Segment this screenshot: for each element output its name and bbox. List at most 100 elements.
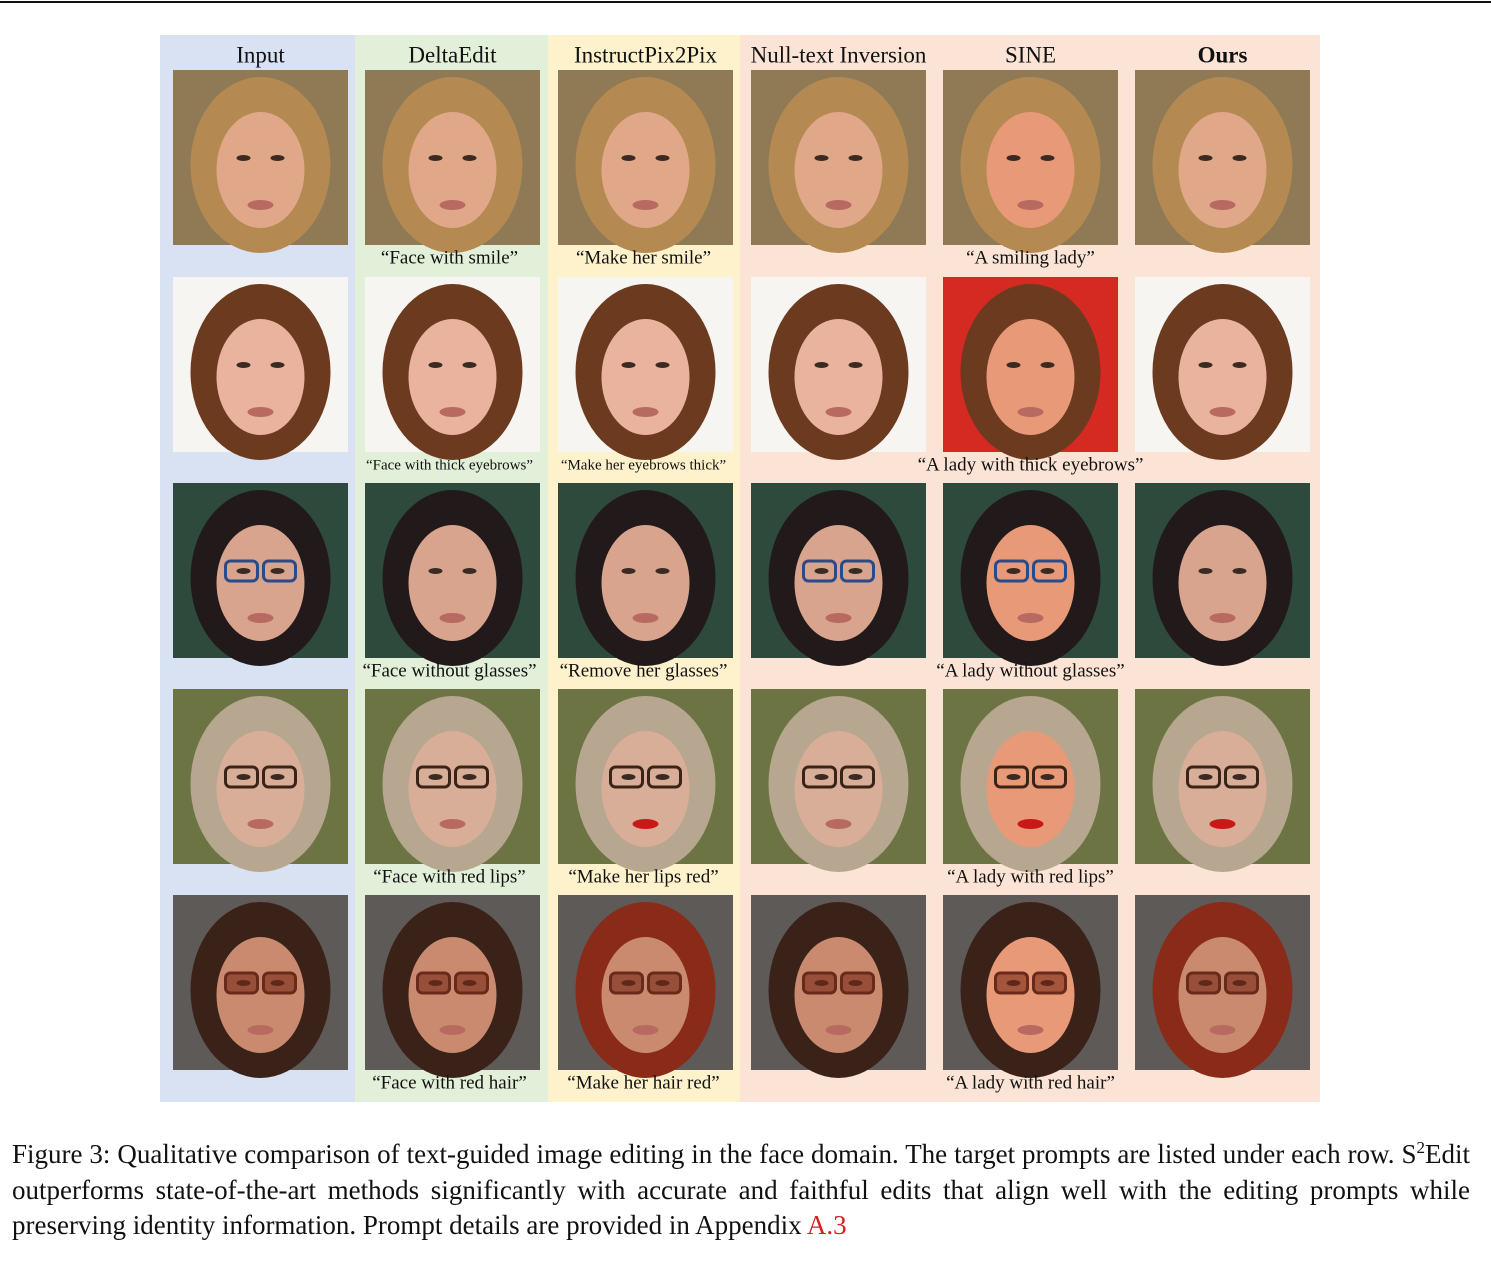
eye [1006,155,1021,161]
prompt: “Make her eyebrows thick” [561,457,726,473]
glasses [647,971,682,995]
face [216,937,305,1053]
eye [270,155,285,161]
prompt: “A lady with red hair” [946,1072,1115,1093]
face [794,112,883,228]
eye [1198,362,1213,368]
caption-intro: Figure 3: Qualitative comparison of text… [12,1139,1395,1169]
lips [825,613,852,623]
eye [428,155,443,161]
glasses [994,559,1029,583]
face [408,319,497,435]
glasses [1224,971,1259,995]
face [408,525,497,641]
eye [1232,155,1247,161]
prompt: “Make her lips red” [568,866,718,887]
face [794,525,883,641]
lips [825,819,852,829]
glasses [609,971,644,995]
lips [439,407,466,417]
lips [439,1025,466,1035]
glasses [609,765,644,789]
eye [462,568,477,574]
face [216,525,305,641]
lips [632,613,659,623]
column-header: Input [236,42,285,67]
eye [621,155,636,161]
prompt: “Make her hair red” [567,1072,719,1093]
lips [247,1025,274,1035]
eye [428,362,443,368]
lips [632,200,659,210]
face [216,319,305,435]
eye [270,774,285,780]
eye [814,362,829,368]
prompt: “A lady with thick eyebrows” [918,454,1144,475]
face [601,525,690,641]
method-superscript: 2 [1416,1138,1426,1157]
lips [1017,1025,1044,1035]
glasses [1032,559,1067,583]
face [986,319,1075,435]
glasses [802,765,837,789]
glasses [454,971,489,995]
glasses [416,971,451,995]
eye [236,362,251,368]
glasses [994,971,1029,995]
glasses [454,765,489,789]
eye [655,568,670,574]
lips [247,613,274,623]
eye [655,774,670,780]
glasses [224,971,259,995]
method-name: S [1401,1139,1417,1169]
prompt: “A lady with red lips” [947,866,1114,887]
face [794,319,883,435]
face [1178,937,1267,1053]
glasses [647,765,682,789]
prompt: “Face with smile” [381,247,518,268]
eye [270,568,285,574]
face [794,937,883,1053]
glasses [262,765,297,789]
lips [825,1025,852,1035]
column-header: DeltaEdit [408,42,497,67]
glasses [840,765,875,789]
eye [236,155,251,161]
glasses [802,971,837,995]
lips [825,407,852,417]
eye [1198,774,1213,780]
glasses [224,559,259,583]
face [1178,525,1267,641]
face [1178,319,1267,435]
eye [1198,155,1213,161]
column-header: SINE [1005,42,1056,67]
glasses [224,765,259,789]
eye [428,774,443,780]
face [986,731,1075,847]
eye [814,568,829,574]
glasses [1032,971,1067,995]
appendix-ref[interactable]: A.3 [806,1210,847,1240]
eye [1232,362,1247,368]
prompt: “A lady without glasses” [936,660,1124,681]
face [601,937,690,1053]
column-header: InstructPix2Pix [574,42,718,67]
lips [1209,613,1236,623]
glasses [840,971,875,995]
eye [1198,568,1213,574]
lips [1209,407,1236,417]
face [408,937,497,1053]
lips [247,200,274,210]
eye [462,362,477,368]
figure: Input DeltaEdit InstructPix2Pix Null-text I… [0,1,1491,1102]
glasses [1224,765,1259,789]
eye [621,568,636,574]
eye [848,568,863,574]
lips [1017,407,1044,417]
lips [825,200,852,210]
eye [270,362,285,368]
face [986,525,1075,641]
face [601,112,690,228]
face [408,731,497,847]
